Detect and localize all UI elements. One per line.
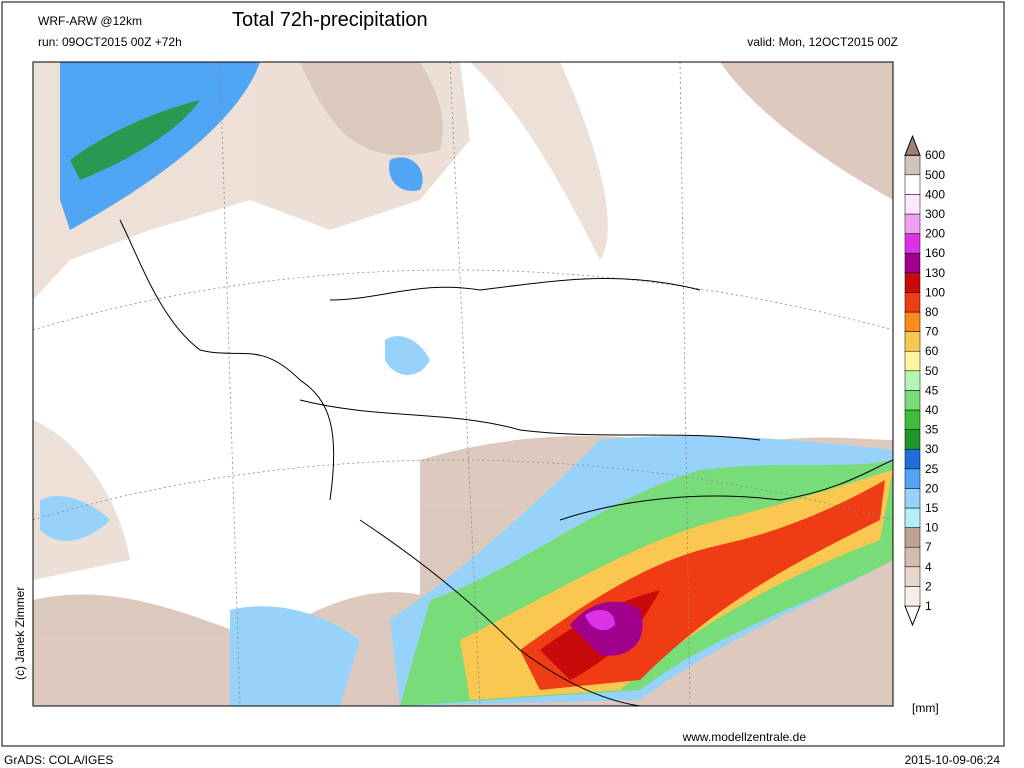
colorbar-label: 500 xyxy=(925,168,945,182)
colorbar-box xyxy=(904,468,921,489)
colorbar-label: 20 xyxy=(925,481,939,495)
colorbar-label: 130 xyxy=(925,266,945,280)
colorbar-label: 300 xyxy=(925,207,945,221)
colorbar-label: 100 xyxy=(925,285,945,299)
colorbar-label: 7 xyxy=(925,540,932,554)
title: Total 72h-precipitation xyxy=(232,9,428,31)
model-label: WRF-ARW @12km xyxy=(38,14,142,28)
map xyxy=(33,62,893,706)
website: www.modellzentrale.de xyxy=(682,730,807,744)
colorbar-label: 10 xyxy=(925,521,939,535)
colorbar-box xyxy=(904,331,921,352)
colorbar-label: 15 xyxy=(925,501,939,515)
colorbar-box xyxy=(904,252,921,274)
colorbar-box xyxy=(904,233,921,254)
colorbar-box xyxy=(904,390,921,411)
colorbar-box xyxy=(904,566,921,587)
colorbar-box xyxy=(904,370,921,391)
software: GrADS: COLA/IGES xyxy=(4,753,113,767)
colorbar-label: 30 xyxy=(925,442,939,456)
colorbar-box xyxy=(904,409,921,430)
colorbar-label: 600 xyxy=(925,148,945,162)
colorbar-label: 40 xyxy=(925,403,939,417)
valid-label: valid: Mon, 12OCT2015 00Z xyxy=(747,35,898,49)
colorbar-box xyxy=(904,174,921,195)
colorbar-label: 35 xyxy=(925,423,939,437)
colorbar-box xyxy=(904,292,921,313)
colorbar-box xyxy=(904,194,921,215)
colorbar-label: 70 xyxy=(925,325,939,339)
unit-label: [mm] xyxy=(912,701,939,715)
colorbar-box xyxy=(904,311,921,332)
colorbar-box xyxy=(904,527,921,548)
colorbar-box xyxy=(904,546,921,568)
colorbar-box xyxy=(904,448,921,470)
colorbar-label: 160 xyxy=(925,246,945,260)
colorbar-label: 50 xyxy=(925,364,939,378)
colorbar-box xyxy=(904,507,921,528)
colorbar-triangle xyxy=(904,134,921,156)
colorbar-label: 80 xyxy=(925,305,939,319)
colorbar-label: 45 xyxy=(925,383,939,397)
colorbar-label: 200 xyxy=(925,227,945,241)
colorbar-label: 25 xyxy=(925,462,939,476)
copyright: (c) Janek Zimmer xyxy=(13,587,27,680)
colorbar-box xyxy=(904,350,921,372)
colorbar-label: 400 xyxy=(925,187,945,201)
colorbar-box xyxy=(904,586,921,607)
colorbar-label: 60 xyxy=(925,344,939,358)
timestamp: 2015-10-09-06:24 xyxy=(905,753,1001,767)
colorbar-box xyxy=(904,272,921,293)
colorbar-label: 2 xyxy=(925,579,932,593)
map-border xyxy=(32,61,894,707)
colorbar: 1 2 4 7 10 15 20 25 30 35 40 45 50 60 70 80 100 130 160 200… xyxy=(904,134,945,627)
colorbar-box xyxy=(904,213,921,234)
colorbar-box xyxy=(904,488,921,509)
colorbar-box xyxy=(904,429,921,450)
colorbar-label: 4 xyxy=(925,560,932,574)
colorbar-label: 1 xyxy=(925,599,932,613)
colorbar-box xyxy=(904,154,921,176)
run-label: run: 09OCT2015 00Z +72h xyxy=(38,35,182,49)
